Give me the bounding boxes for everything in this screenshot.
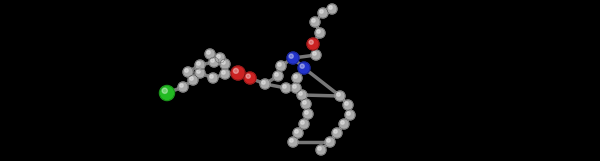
Circle shape [210,75,213,78]
Circle shape [293,128,303,138]
Circle shape [318,147,321,150]
Circle shape [335,91,345,101]
Circle shape [339,119,349,129]
Circle shape [209,57,219,67]
Circle shape [343,100,353,110]
Circle shape [188,75,198,85]
Circle shape [162,88,167,93]
Circle shape [246,74,250,78]
Circle shape [260,79,270,89]
Circle shape [292,73,302,83]
Circle shape [320,10,323,13]
Circle shape [190,77,193,80]
Circle shape [310,17,320,27]
Circle shape [217,55,220,58]
Circle shape [311,50,321,60]
Circle shape [329,6,332,9]
Circle shape [290,139,293,142]
Circle shape [220,69,230,79]
Circle shape [337,93,340,96]
Circle shape [303,101,306,104]
Circle shape [244,72,256,84]
Circle shape [327,139,330,142]
Circle shape [233,68,238,73]
Circle shape [300,64,304,68]
Circle shape [303,109,313,119]
Circle shape [301,99,311,109]
Circle shape [262,81,265,84]
Circle shape [309,40,313,44]
Circle shape [287,52,299,64]
Circle shape [334,130,337,133]
Circle shape [293,85,296,88]
Circle shape [347,112,350,115]
Circle shape [316,145,326,155]
Circle shape [276,61,286,71]
Circle shape [332,128,342,138]
Circle shape [207,51,210,54]
Circle shape [288,137,298,147]
Circle shape [289,54,293,58]
Circle shape [313,52,316,55]
Circle shape [275,73,278,76]
Circle shape [291,83,301,93]
Circle shape [183,67,193,77]
Circle shape [222,61,225,64]
Circle shape [178,82,188,92]
Circle shape [180,84,183,87]
Circle shape [325,137,335,147]
Circle shape [295,130,298,133]
Circle shape [185,69,188,72]
Circle shape [220,59,230,69]
Circle shape [298,62,310,74]
Circle shape [205,49,215,59]
Circle shape [299,92,302,95]
Circle shape [160,85,175,100]
Circle shape [345,102,348,105]
Circle shape [215,53,225,63]
Circle shape [297,90,307,100]
Circle shape [283,85,286,88]
Circle shape [294,75,297,78]
Circle shape [195,68,205,78]
Circle shape [195,60,205,70]
Circle shape [312,19,315,22]
Circle shape [211,59,214,62]
Circle shape [305,111,308,114]
Circle shape [317,30,320,33]
Circle shape [341,121,344,124]
Circle shape [307,38,319,50]
Circle shape [327,4,337,14]
Circle shape [315,28,325,38]
Circle shape [231,66,245,80]
Circle shape [299,119,309,129]
Circle shape [273,71,283,81]
Circle shape [197,70,200,73]
Circle shape [345,110,355,120]
Circle shape [222,71,225,74]
Circle shape [278,63,281,66]
Circle shape [197,62,200,65]
Circle shape [208,73,218,83]
Circle shape [301,121,304,124]
Circle shape [281,83,291,93]
Circle shape [318,8,328,18]
